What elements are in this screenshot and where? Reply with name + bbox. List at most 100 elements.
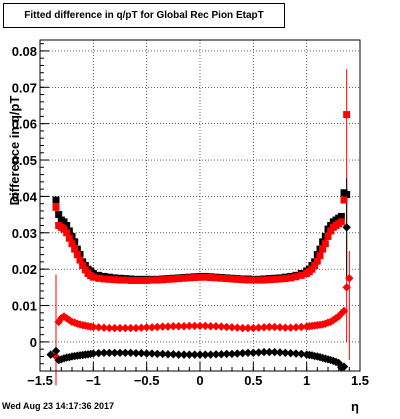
- diamond-marker: [99, 323, 109, 332]
- diamond-marker: [46, 350, 55, 359]
- diamond-marker: [222, 322, 231, 332]
- diamond-marker: [222, 349, 231, 359]
- y-tick-label: 0.06: [12, 117, 37, 132]
- chart-title-box: Fitted difference in q/pT for Global Rec…: [3, 3, 285, 28]
- diamond-marker: [227, 349, 237, 359]
- diamond-marker: [270, 322, 279, 332]
- diamond-marker: [105, 348, 114, 358]
- square-marker: [316, 252, 324, 260]
- square-marker: [137, 276, 145, 284]
- diamond-marker: [281, 348, 290, 358]
- diamond-marker: [179, 322, 189, 331]
- square-marker: [191, 274, 199, 282]
- square-marker: [63, 229, 71, 237]
- diamond-marker: [249, 323, 258, 333]
- square-marker: [95, 274, 103, 282]
- diamond-marker: [211, 350, 221, 359]
- diamond-marker: [131, 323, 141, 333]
- square-marker: [52, 196, 60, 204]
- square-marker: [164, 275, 172, 283]
- square-marker: [343, 191, 351, 199]
- diamond-marker: [89, 349, 98, 358]
- square-marker: [343, 111, 351, 119]
- diamond-marker: [163, 350, 173, 359]
- square-marker: [228, 275, 236, 283]
- diamond-marker: [217, 322, 226, 331]
- diamond-marker: [51, 346, 61, 356]
- diamond-marker: [121, 323, 130, 333]
- diamond-marker: [142, 323, 151, 332]
- square-marker: [292, 273, 300, 281]
- square-marker: [287, 274, 295, 282]
- square-marker: [89, 273, 97, 281]
- square-marker: [153, 276, 161, 284]
- diamond-marker: [179, 350, 189, 359]
- diamond-marker: [158, 349, 167, 359]
- square-marker: [196, 273, 204, 281]
- square-marker: [65, 234, 73, 242]
- square-marker: [340, 196, 348, 204]
- square-marker: [121, 276, 129, 284]
- diamond-marker: [169, 350, 178, 359]
- square-marker: [327, 227, 335, 235]
- diamond-marker: [259, 323, 269, 332]
- diamond-marker: [211, 322, 221, 331]
- square-marker: [185, 274, 193, 282]
- x-tick-label: 1: [303, 373, 310, 388]
- y-axis-label: Difference in q/pT: [7, 96, 22, 206]
- diamond-marker: [62, 314, 71, 323]
- square-marker: [52, 203, 60, 211]
- diamond-marker: [153, 349, 162, 359]
- square-marker: [297, 271, 305, 279]
- diamond-marker: [115, 323, 125, 333]
- square-marker: [265, 276, 273, 284]
- diamond-marker: [131, 348, 141, 358]
- square-marker: [260, 276, 268, 284]
- square-marker: [321, 240, 329, 248]
- diamond-marker: [233, 349, 242, 358]
- square-marker: [73, 251, 81, 259]
- diamond-marker: [254, 323, 263, 332]
- square-marker: [55, 211, 63, 219]
- square-marker: [249, 276, 257, 284]
- diamond-marker: [110, 323, 119, 333]
- square-marker: [276, 275, 284, 283]
- y-tick-label: 0.01: [12, 299, 37, 314]
- y-tick-label: 0.03: [12, 226, 37, 241]
- square-marker: [81, 266, 89, 274]
- square-marker: [217, 274, 225, 282]
- square-marker: [244, 276, 252, 284]
- diamond-marker: [217, 350, 226, 359]
- square-marker: [68, 240, 76, 248]
- diamond-marker: [291, 349, 301, 358]
- marker-layer: [46, 111, 354, 372]
- square-marker: [105, 275, 113, 283]
- diamond-marker: [265, 347, 274, 357]
- square-marker: [132, 276, 140, 284]
- square-marker: [311, 262, 319, 270]
- square-marker: [201, 273, 209, 281]
- diamond-marker: [137, 348, 146, 358]
- square-marker: [324, 232, 332, 240]
- square-marker: [60, 218, 68, 226]
- square-marker: [169, 275, 177, 283]
- square-marker: [71, 245, 79, 253]
- diamond-marker: [286, 323, 295, 332]
- y-tick-label: 0.05: [12, 153, 37, 168]
- diamond-marker: [275, 348, 285, 357]
- diamond-marker: [147, 323, 157, 332]
- square-marker: [180, 274, 188, 282]
- square-marker: [337, 218, 345, 226]
- square-marker: [79, 262, 87, 270]
- diamond-marker: [270, 347, 279, 357]
- diamond-marker: [297, 349, 306, 359]
- diamond-marker: [158, 322, 167, 331]
- diamond-marker: [94, 323, 103, 332]
- chart-title: Fitted difference in q/pT for Global Rec…: [24, 10, 264, 21]
- square-marker: [159, 276, 167, 284]
- diamond-marker: [243, 323, 253, 333]
- diamond-marker: [345, 274, 354, 283]
- square-marker: [313, 257, 321, 265]
